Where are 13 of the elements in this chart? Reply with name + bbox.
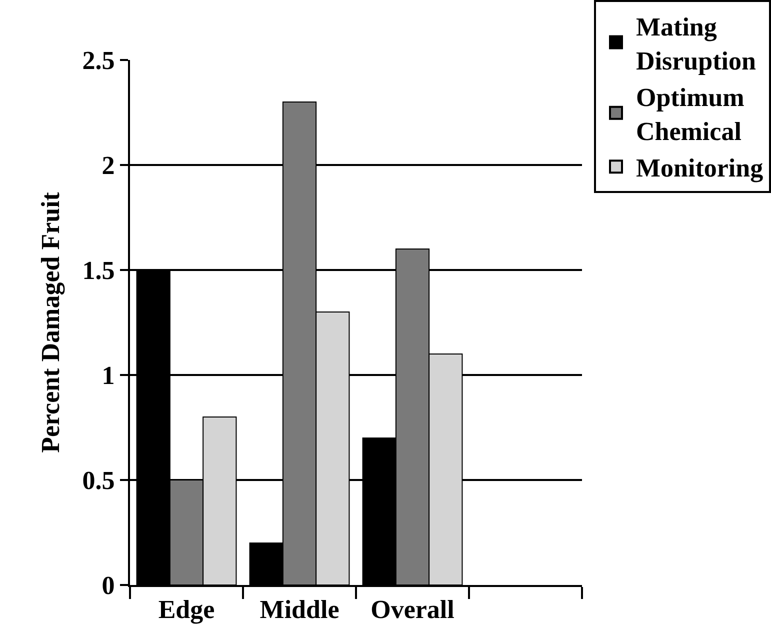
y-tick-label: 0 <box>102 571 115 600</box>
y-tick-label: 0.5 <box>82 466 115 496</box>
legend-label: Monitoring <box>636 154 764 183</box>
y-tick-label: 1 <box>102 361 115 390</box>
y-tick-label: 1.5 <box>82 256 115 286</box>
legend-label: Optimum Chemical <box>636 83 745 146</box>
y-axis-title: Percent Damaged Fruit <box>36 192 66 453</box>
x-tick-label: Edge <box>158 595 215 624</box>
y-tick-label: 2 <box>102 151 115 180</box>
legend-label: Mating Disruption <box>636 12 756 76</box>
x-tick-label: Overall <box>370 595 454 624</box>
y-tick-label: 2.5 <box>82 46 115 76</box>
x-tick-label: Middle <box>260 595 340 624</box>
